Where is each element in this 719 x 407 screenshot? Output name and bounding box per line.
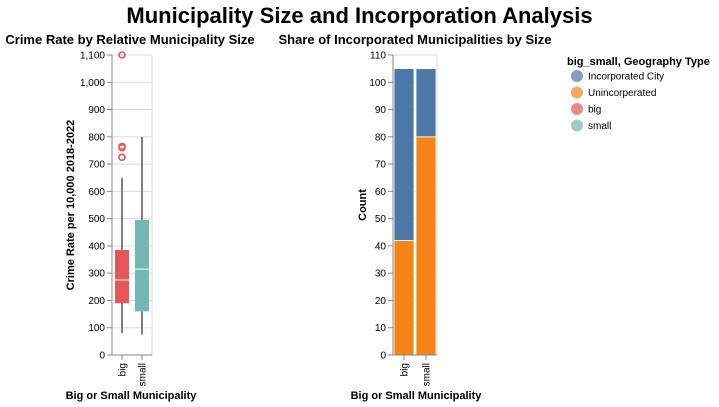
bar-chart-y-tick-label: 90 (375, 105, 387, 116)
bar-chart-y-tick-label: 40 (375, 241, 387, 252)
bar-chart-y-tick-label: 0 (380, 351, 386, 362)
bar-chart-y-tick-label: 80 (375, 132, 387, 143)
bar-chart-x-tick-label: big (400, 363, 411, 376)
bar-chart-y-tick-label: 100 (369, 78, 386, 89)
boxplot-y-tick-label: 600 (88, 187, 105, 198)
boxplot-y-tick-label: 200 (88, 296, 105, 307)
box-big (115, 250, 129, 304)
boxplot-marks (115, 51, 149, 335)
box-small (135, 220, 149, 312)
legend-symbol-small (571, 119, 583, 132)
bar-chart-y-tick-label: 20 (375, 296, 387, 307)
legend-label-incorporated-city: Incorporated City (588, 72, 664, 83)
boxplot-y-tick-label: 1,100 (80, 51, 105, 62)
bar-chart-y-axis-title: Count (357, 189, 369, 221)
legend-label-small: small (588, 121, 611, 132)
box-outlier-big (118, 153, 126, 162)
boxplot-x-tick-label: big (118, 363, 129, 376)
boxplot-y-tick-label: 1,000 (80, 78, 105, 89)
bar-big-incorporated-city (393, 68, 415, 241)
bar-chart-y-tick-label: 30 (375, 269, 387, 280)
boxplot-y-tick-label: 500 (88, 214, 105, 225)
bar-chart-y-tick-label: 70 (375, 160, 387, 171)
legend: big_small, Geography Type Incorporated C… (567, 56, 710, 132)
legend-label-unincorperated: Unincorperated (588, 88, 656, 99)
bar-chart-x-axis: big small (393, 354, 437, 386)
boxplot-y-axis: 0 100 200 300 400 500 600 700 800 900 1,000 1,100 (80, 51, 113, 362)
boxplot-y-tick-label: 700 (88, 160, 105, 171)
bar-chart-title: Share of Incorporated Municipalities by … (278, 32, 551, 47)
main-title: Municipality Size and Incorporation Anal… (126, 3, 592, 28)
boxplot-x-axis: big small (112, 354, 152, 386)
boxplot-x-axis-title: Big or Small Municipality (66, 390, 198, 402)
legend-symbol-unincorperated (571, 86, 583, 99)
stacked-bar-chart: Share of Incorporated Municipalities by … (278, 32, 551, 402)
boxplot-title: Crime Rate by Relative Municipality Size (5, 32, 254, 47)
boxplot-y-axis-title: Crime Rate per 10,000 2018-2022 (65, 120, 77, 291)
boxplot-y-tick-label: 300 (88, 269, 105, 280)
bar-chart-y-tick-label: 50 (375, 214, 387, 225)
legend-label-big: big (588, 105, 601, 116)
legend-items: Incorporated City Unincorperated big small (571, 70, 664, 132)
bar-small-incorporated-city (415, 68, 437, 138)
bar-chart-y-tick-label: 110 (370, 51, 386, 62)
legend-symbol-big (571, 103, 583, 115)
boxplot-chart: Crime Rate by Relative Municipality Size… (5, 32, 254, 402)
bar-chart-marks (393, 68, 437, 356)
bar-chart-y-tick-label: 60 (375, 187, 387, 198)
legend-symbol-incorporated-city (571, 70, 583, 82)
bar-chart-y-axis: 0 10 20 30 40 50 60 70 80 90 100 110 (369, 51, 394, 362)
box-outlier-big (118, 142, 126, 151)
bar-big-unincorperated (393, 240, 415, 356)
bar-chart-x-tick-label: small (422, 363, 433, 386)
boxplot-y-tick-label: 800 (88, 132, 105, 143)
bar-chart-y-tick-label: 10 (375, 323, 387, 334)
bar-chart-x-axis-title: Big or Small Municipality (351, 390, 483, 402)
bar-small-unincorperated (415, 136, 437, 356)
legend-title: big_small, Geography Type (567, 56, 710, 68)
boxplot-y-tick-label: 900 (88, 105, 105, 116)
boxplot-y-tick-label: 0 (99, 351, 105, 362)
boxplot-y-tick-label: 100 (88, 323, 105, 334)
boxplot-x-tick-label: small (138, 363, 149, 386)
boxplot-y-tick-label: 400 (88, 241, 105, 252)
box-outlier-big (118, 51, 126, 59)
